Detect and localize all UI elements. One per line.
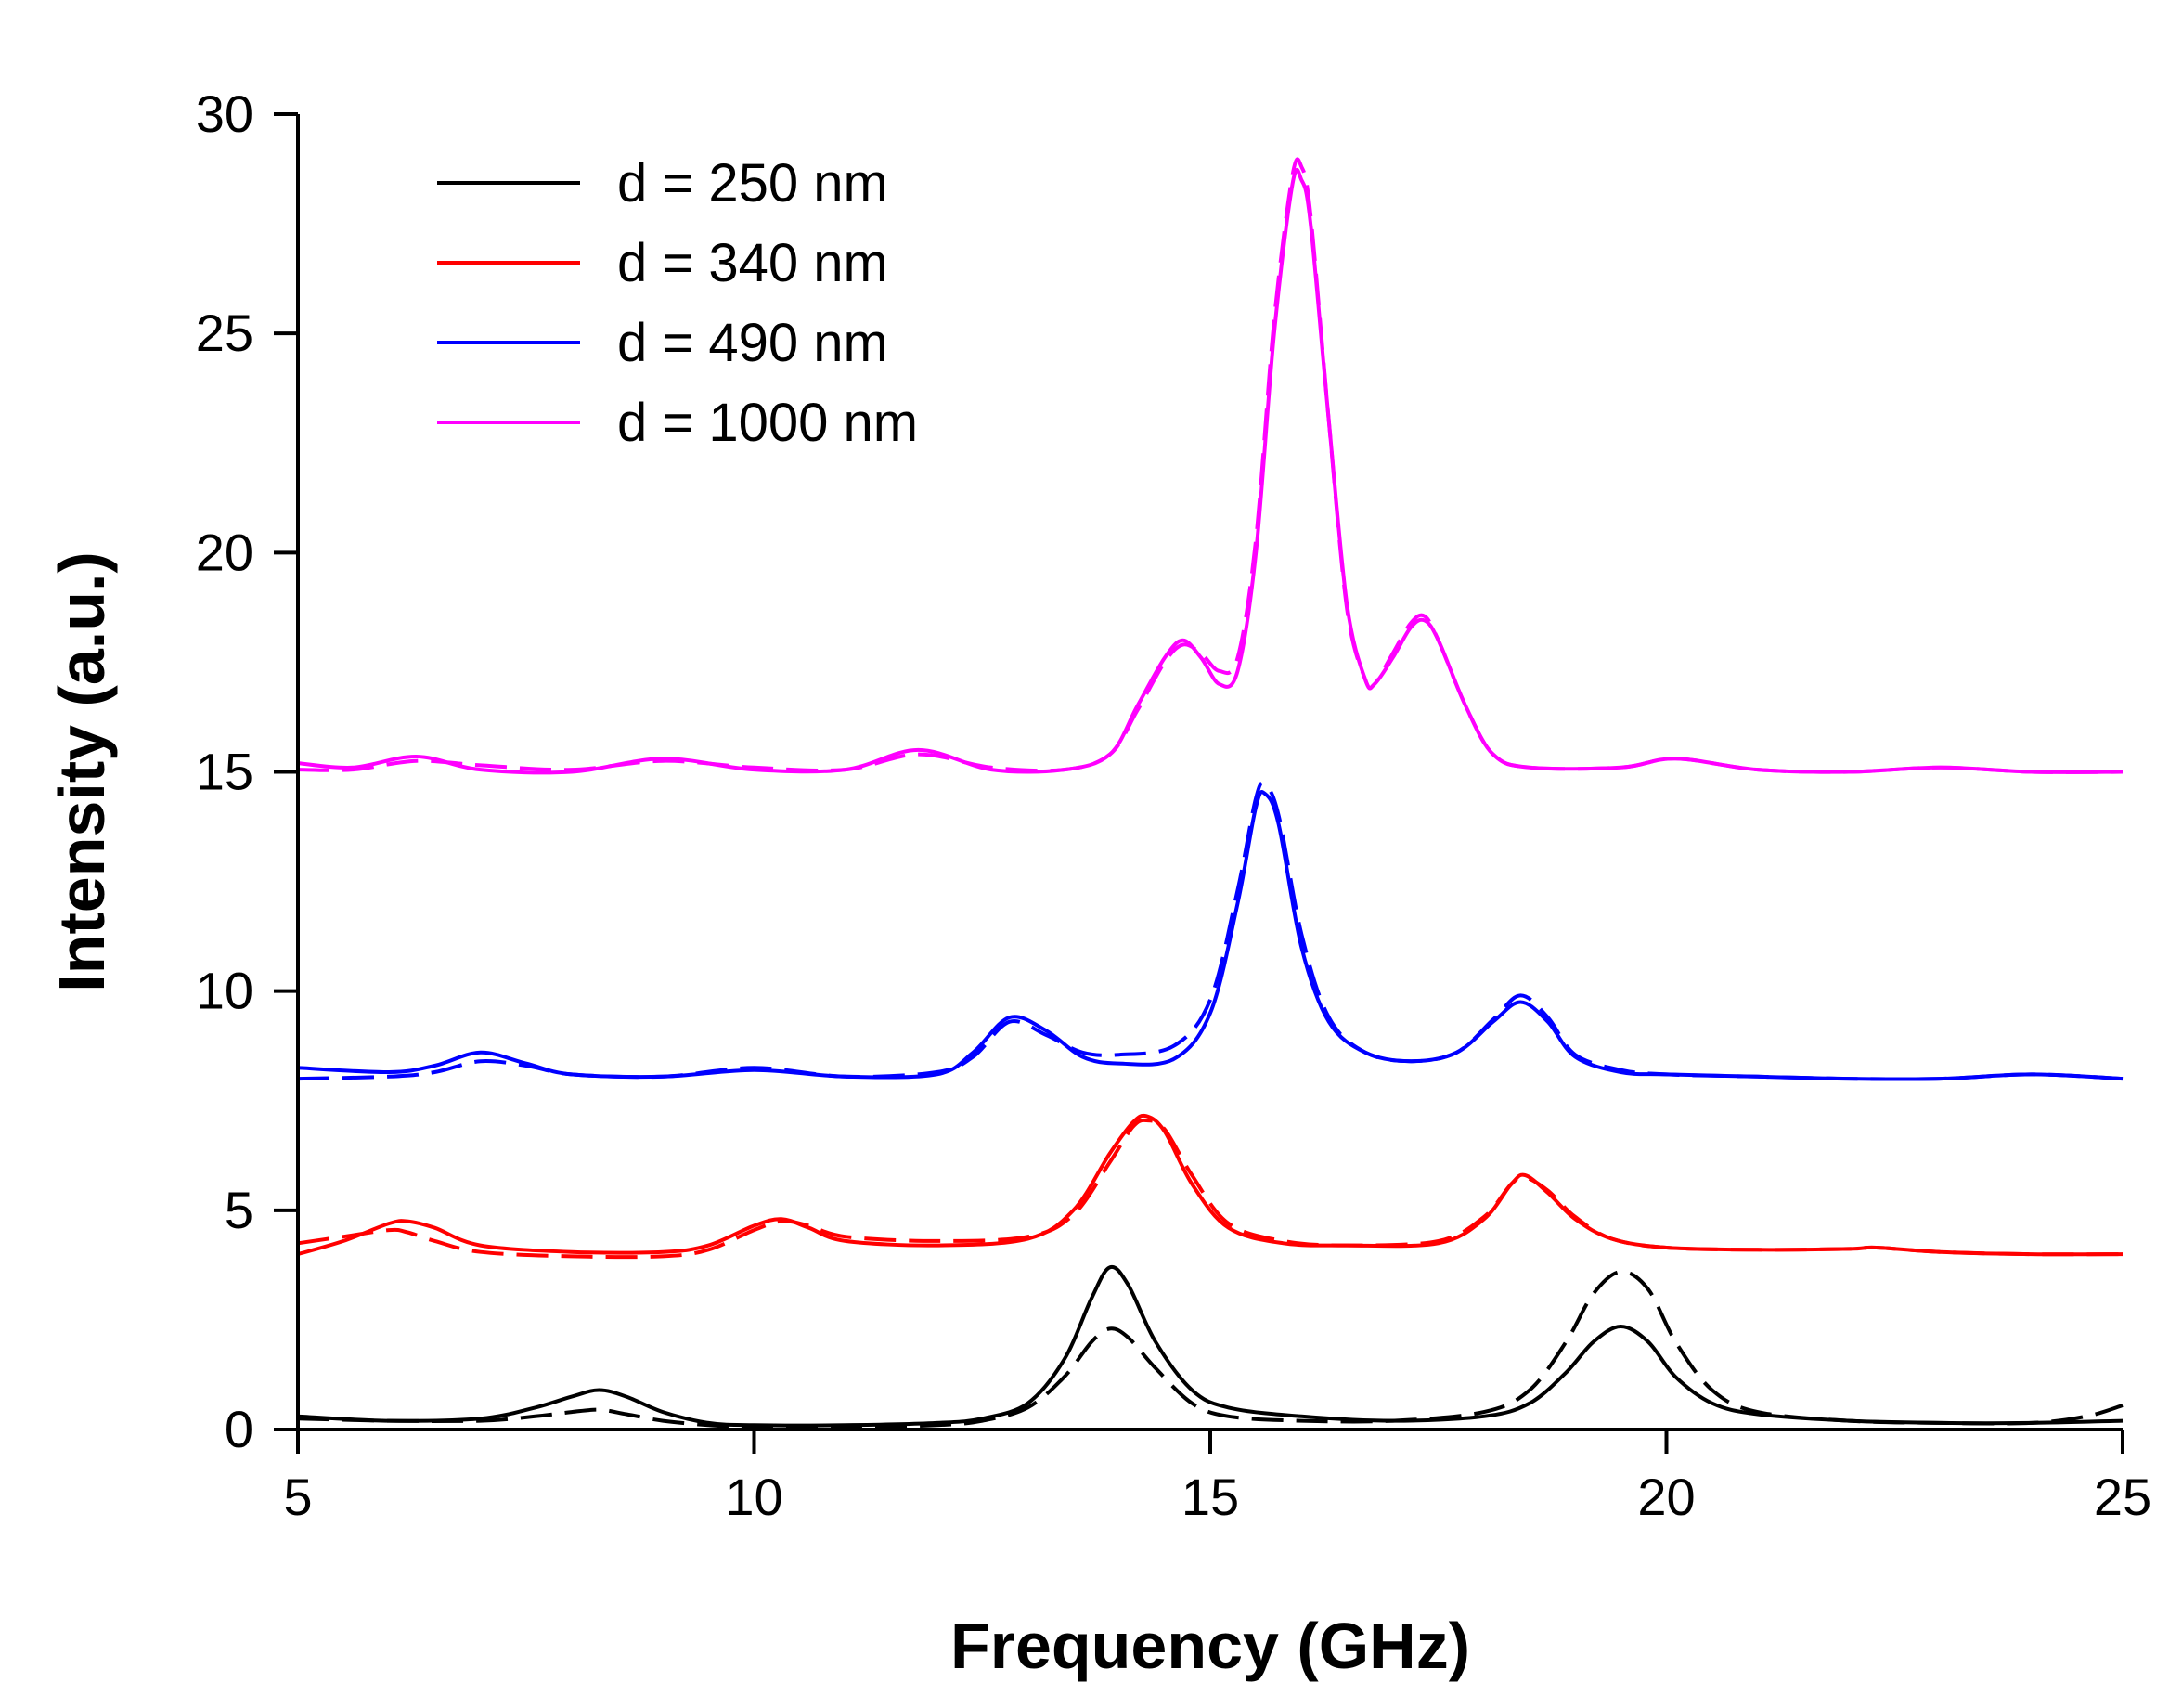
y-tick-label: 25 bbox=[196, 304, 253, 362]
x-tick-label: 10 bbox=[725, 1468, 782, 1526]
x-tick-label: 20 bbox=[1637, 1468, 1695, 1526]
series-line-dashed-250nm bbox=[297, 1269, 2124, 1430]
series-line-solid-490nm bbox=[297, 790, 2124, 1081]
legend-label: d = 1000 nm bbox=[617, 393, 918, 453]
x-tick-label: 25 bbox=[2094, 1468, 2151, 1526]
y-axis-title: Intensity (a.u.) bbox=[45, 551, 118, 991]
y-tick-label: 0 bbox=[225, 1400, 253, 1458]
y-tick-label: 15 bbox=[196, 743, 253, 801]
y-tick-label: 20 bbox=[196, 523, 253, 581]
x-tick-label: 5 bbox=[283, 1468, 312, 1526]
y-tick-label: 5 bbox=[225, 1181, 253, 1239]
y-tick-label: 30 bbox=[196, 84, 253, 143]
legend-label: d = 340 nm bbox=[617, 233, 888, 293]
x-axis-title: Frequency (GHz) bbox=[950, 1610, 1470, 1682]
series-layer bbox=[297, 157, 2124, 1430]
legend-label: d = 250 nm bbox=[617, 153, 888, 214]
series-line-solid-1000nm bbox=[297, 168, 2124, 775]
legend: d = 250 nm d = 340 nm d = 490 nm d = 1000 n… bbox=[437, 153, 918, 453]
series-line-solid-340nm bbox=[297, 1113, 2124, 1257]
y-tick-label: 10 bbox=[196, 962, 253, 1020]
legend-label: d = 490 nm bbox=[617, 313, 888, 373]
x-tick-label: 15 bbox=[1181, 1468, 1239, 1526]
series-line-solid-250nm bbox=[297, 1264, 2124, 1428]
